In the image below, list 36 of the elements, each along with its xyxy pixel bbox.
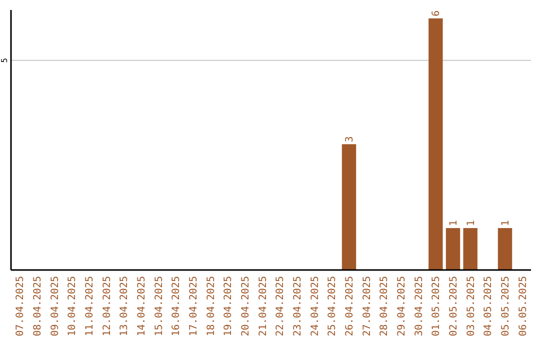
data-label: 3: [344, 136, 356, 142]
x-tick-label: 14.04.2025: [136, 276, 148, 336]
x-tick-label: 08.04.2025: [32, 276, 44, 336]
data-label: 1: [448, 220, 460, 226]
x-tick-label: 15.04.2025: [154, 276, 165, 336]
x-tick-label: 26.04.2025: [344, 276, 356, 336]
x-tick-label: 25.04.2025: [327, 276, 338, 336]
x-tick-label: 23.04.2025: [292, 276, 304, 336]
x-tick-label: 16.04.2025: [171, 276, 182, 336]
x-tick-label: 30.04.2025: [414, 276, 425, 336]
x-tick-label: 20.04.2025: [240, 276, 252, 336]
x-tick-label: 12.04.2025: [102, 276, 113, 336]
x-tick-label: 22.04.2025: [275, 276, 286, 336]
x-tick-label: 02.05.2025: [448, 276, 460, 336]
x-tick-label: 28.04.2025: [379, 276, 390, 336]
x-tick-label: 06.05.2025: [518, 276, 529, 336]
x-tick-label: 27.04.2025: [362, 276, 373, 336]
x-tick-label: 29.04.2025: [396, 276, 408, 336]
y-tick-label: 5: [0, 58, 9, 63]
x-tick-label: 18.04.2025: [206, 276, 217, 336]
x-tick-label: 03.05.2025: [466, 276, 477, 336]
x-tick-label: 09.04.2025: [50, 276, 61, 336]
x-tick-label: 04.05.2025: [483, 276, 494, 336]
x-tick-label: 13.04.2025: [119, 276, 130, 336]
data-label: 1: [500, 220, 512, 226]
data-label: 6: [431, 10, 442, 16]
x-tick-label: 11.04.2025: [84, 276, 96, 336]
x-tick-label: 19.04.2025: [223, 276, 234, 336]
x-tick-label: 24.04.2025: [310, 276, 321, 336]
x-tick-label: 21.04.2025: [258, 276, 269, 336]
x-tick-label: 05.05.2025: [500, 276, 512, 336]
x-tick-label: 10.04.2025: [67, 276, 78, 336]
x-tick-label: 07.04.2025: [15, 276, 26, 336]
x-tick-label: 01.05.2025: [431, 276, 442, 336]
data-label: 1: [466, 220, 477, 226]
x-tick-label: 17.04.2025: [188, 276, 200, 336]
